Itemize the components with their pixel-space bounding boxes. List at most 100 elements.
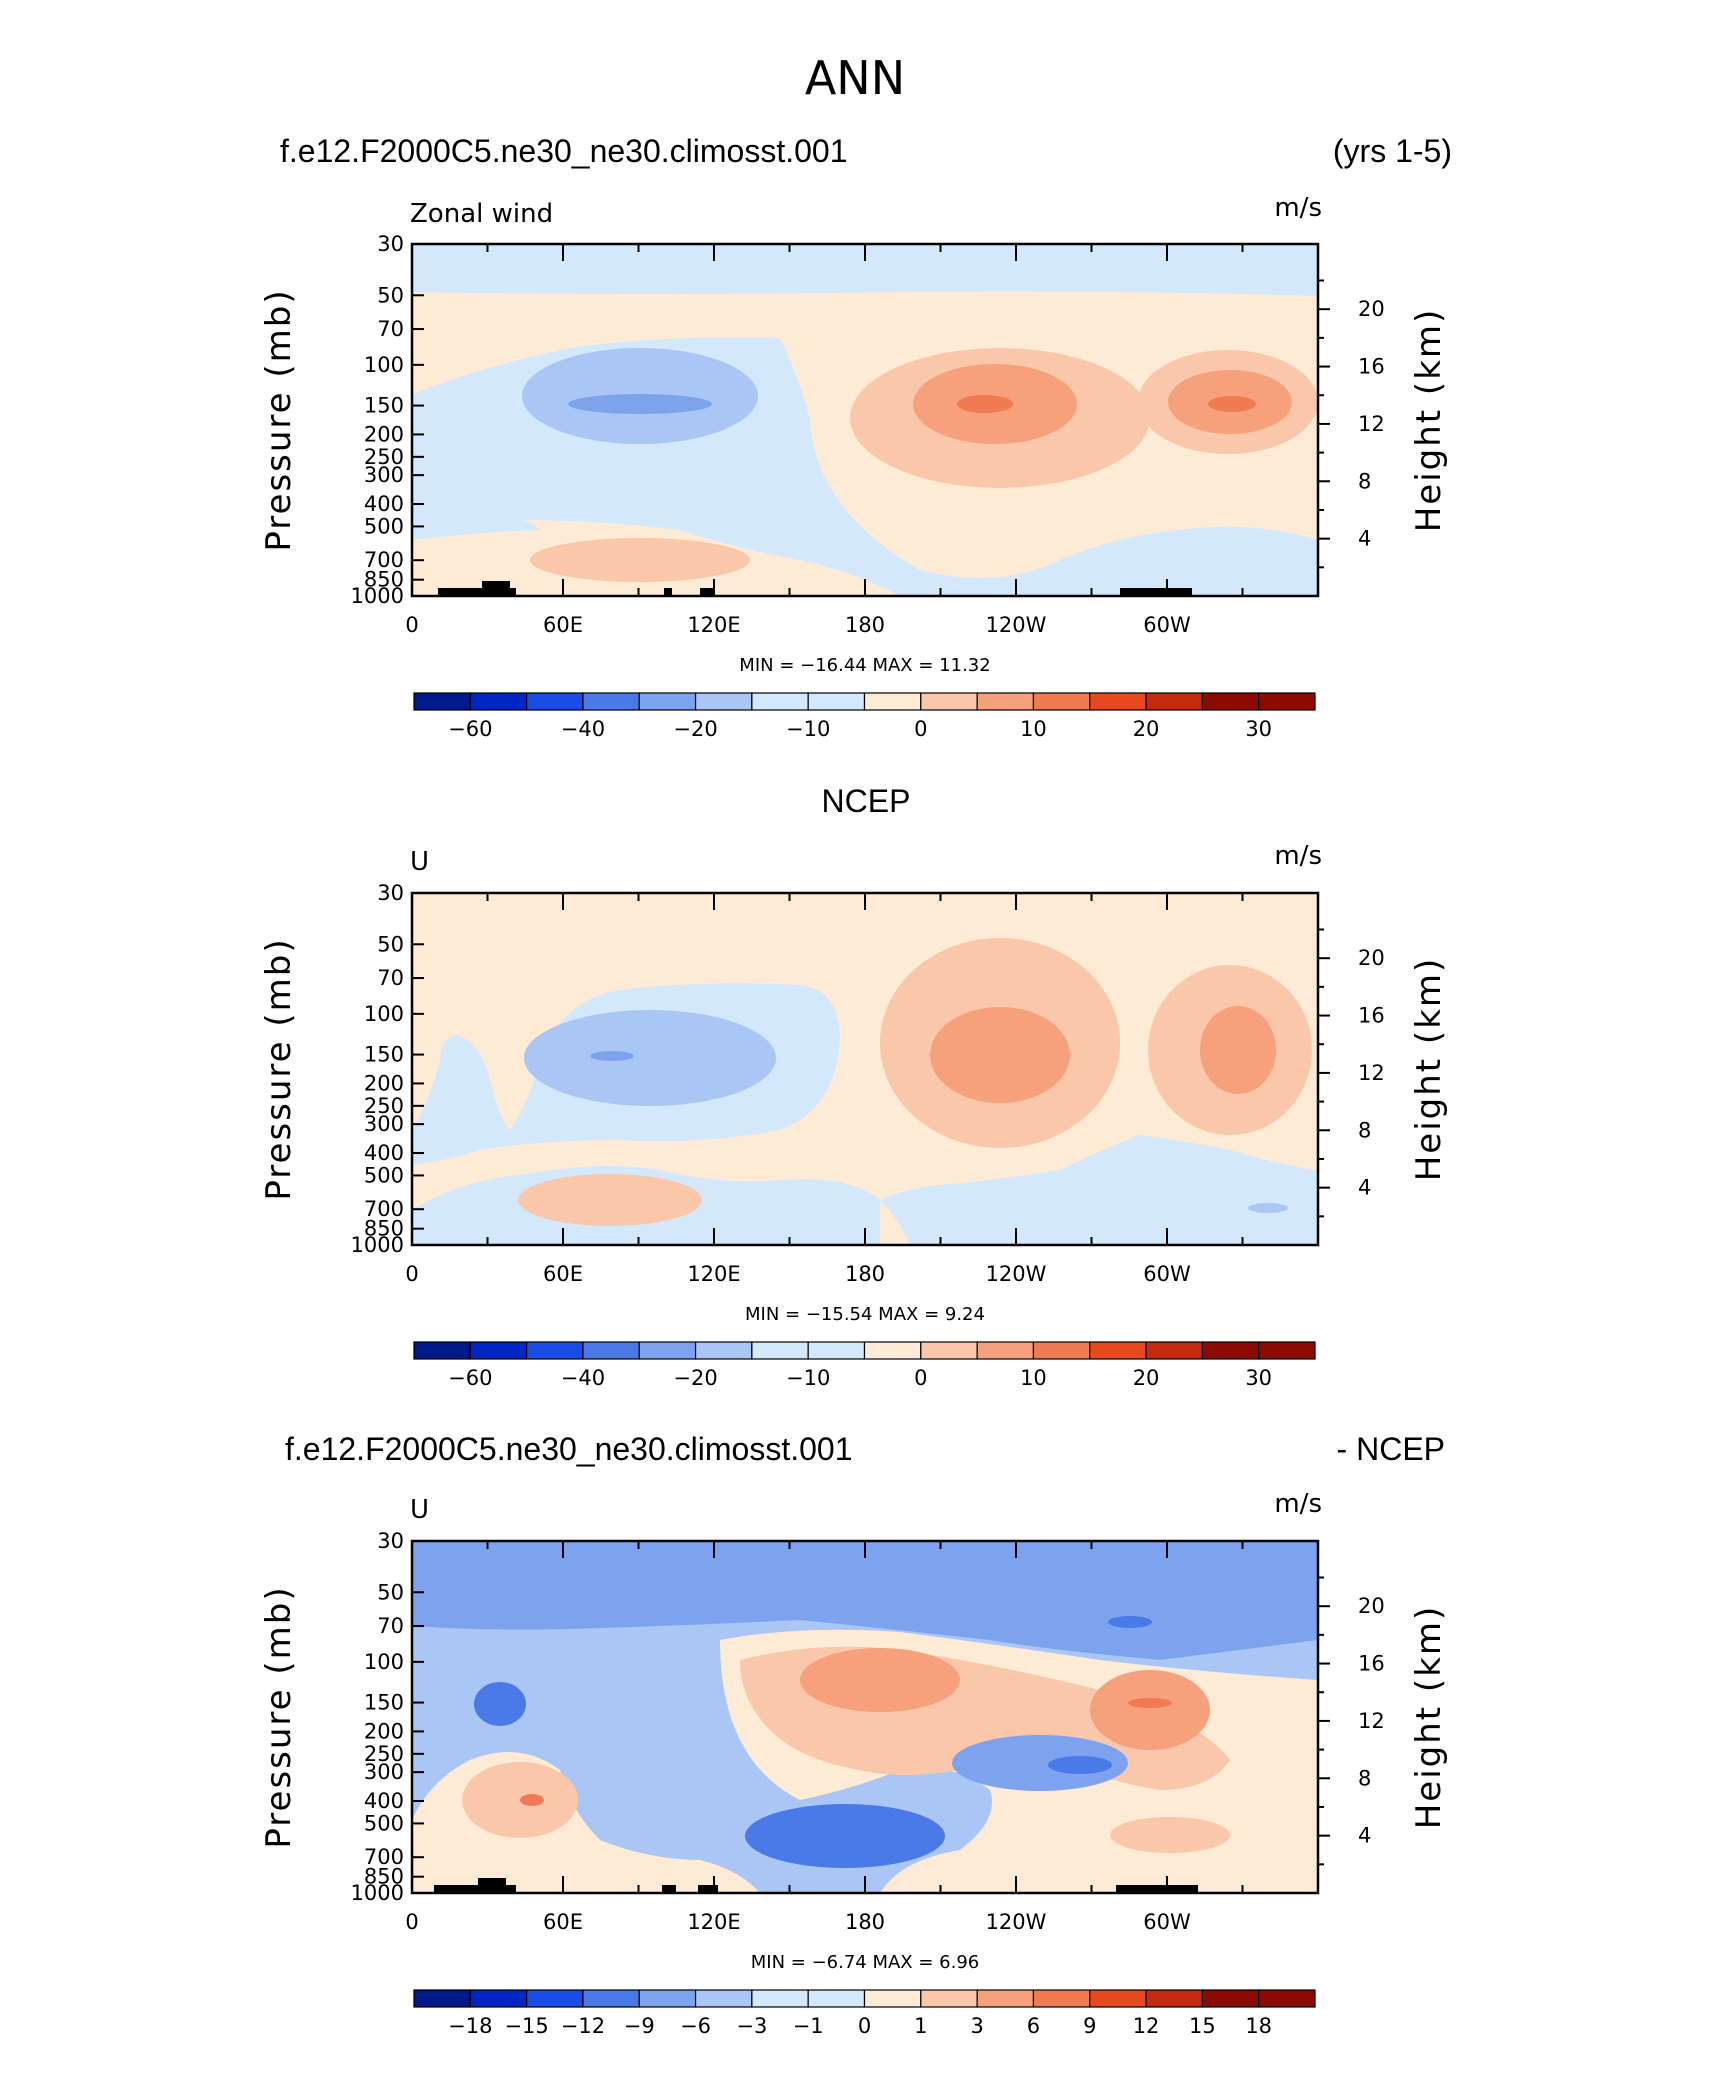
contour-red-5-lowlevel [518, 1174, 702, 1226]
colorbar-label: −20 [673, 717, 717, 741]
y-tick-label: 850 [364, 568, 404, 592]
y2-tick-label: 8 [1358, 1766, 1371, 1790]
colorbar: −18 −15 −12 −9 −6 −3 −1 0 1 3 6 9 12 15 18 [413, 1989, 1316, 2038]
y2-tick-label: 12 [1358, 1061, 1385, 1085]
panel-right-title: (yrs 1-5) [1333, 133, 1452, 169]
colorbar-swatch [976, 1989, 1035, 2008]
y-tick-label: 30 [377, 232, 404, 256]
land-maritime-1 [664, 588, 672, 596]
y-axis-label: Pressure (mb) [259, 937, 299, 1200]
panel-center-title: NCEP [822, 783, 911, 819]
y-tick-label: 30 [377, 881, 404, 905]
panel-ncep: NCEP U m/s 0 60E 120E 180 120W 60W30507010015… [259, 783, 1449, 1390]
colorbar-label: 30 [1245, 717, 1272, 741]
y2-tick-label: 4 [1358, 1176, 1371, 1200]
colorbar-swatch [638, 692, 697, 711]
colorbar-swatch [920, 1989, 978, 2008]
colorbar: −60 −40 −20 −10 0 10 20 30 [413, 1341, 1316, 1390]
min-max-label: MIN = −15.54 MAX = 9.24 [745, 1304, 985, 1325]
y-axis-label: Pressure (mb) [259, 1585, 299, 1848]
colorbar-label: −1 [793, 2014, 824, 2038]
colorbar-swatch [807, 1341, 866, 1360]
colorbar-swatch [413, 692, 471, 711]
colorbar-label: −15 [504, 2014, 548, 2038]
panel-left-title: f.e12.F2000C5.ne30_ne30.climosst.001 [285, 1431, 853, 1467]
y-tick-label: 400 [364, 492, 404, 516]
colorbar-swatch [1089, 1341, 1147, 1360]
panel-left-title: f.e12.F2000C5.ne30_ne30.climosst.001 [280, 133, 848, 169]
y2-tick-label: 16 [1358, 1004, 1385, 1028]
colorbar-label: 0 [914, 1366, 927, 1390]
colorbar-swatch [920, 1341, 978, 1360]
x-tick-label: 60W [1143, 1910, 1191, 1934]
colorbar-swatch [1201, 692, 1260, 711]
contour-stratosphere-blue-6 [412, 1541, 1318, 1660]
colorbar-label: −10 [786, 1366, 830, 1390]
contour-stratosphere-easterly [412, 244, 1318, 296]
y-tick-label: 500 [364, 1811, 404, 1835]
colorbar-label: 15 [1189, 2014, 1216, 2038]
y-tick-label: 250 [364, 1742, 404, 1766]
y-tick-label: 700 [364, 1197, 404, 1221]
y-tick-label: 30 [377, 1529, 404, 1553]
y-tick-label: 200 [364, 422, 404, 446]
colorbar-label: −60 [448, 1366, 492, 1390]
y2-tick-label: 4 [1358, 1824, 1371, 1848]
colorbar-swatch [1032, 1341, 1091, 1360]
colorbar-swatch [694, 1341, 753, 1360]
colorbar-swatch [751, 692, 809, 711]
y2-tick-label: 8 [1358, 469, 1371, 493]
y-tick-label: 70 [377, 317, 404, 341]
x-tick-label: 120E [687, 1262, 740, 1286]
colorbar-swatch [694, 1989, 753, 2008]
x-tick-label: 120W [986, 1262, 1047, 1286]
colorbar-swatch [469, 1341, 528, 1360]
x-tick-label: 180 [845, 1910, 885, 1934]
y-tick-label: 700 [364, 1845, 404, 1869]
colorbar-swatch [1145, 692, 1203, 711]
colorbar-label: −3 [736, 2014, 767, 2038]
colorbar-swatch [863, 692, 922, 711]
panel-model: f.e12.F2000C5.ne30_ne30.climosst.001 (yr… [259, 133, 1452, 741]
colorbar-swatch [1258, 1989, 1316, 2008]
colorbar-swatch [1145, 1341, 1203, 1360]
y-tick-label: 50 [377, 1580, 404, 1604]
y2-axis-label: Height (km) [1409, 308, 1449, 533]
panel-diff: f.e12.F2000C5.ne30_ne30.climosst.001 - N… [259, 1431, 1449, 2038]
y-tick-label: 850 [364, 1865, 404, 1889]
x-tick-label: 60W [1143, 1262, 1191, 1286]
y-tick-label: 500 [364, 1163, 404, 1187]
y2-tick-label: 16 [1358, 1652, 1385, 1676]
x-tick-label: 0 [405, 1262, 418, 1286]
contour-small-blue-low [1248, 1203, 1288, 1213]
colorbar-label: −18 [448, 2014, 492, 2038]
colorbar-label: 18 [1245, 2014, 1272, 2038]
colorbar-swatch [469, 692, 528, 711]
variable-label: U [410, 1495, 429, 1525]
y-axis-label: Pressure (mb) [259, 288, 299, 551]
colorbar-swatch [1032, 1989, 1091, 2008]
x-tick-label: 180 [845, 613, 885, 637]
x-tick-label: 120W [986, 1910, 1047, 1934]
land-tibet [478, 1878, 506, 1893]
y2-tick-label: 20 [1358, 1594, 1385, 1618]
colorbar-label: −12 [561, 2014, 605, 2038]
y2-tick-label: 20 [1358, 297, 1385, 321]
contour-red-15-dateline [957, 395, 1013, 413]
y2-tick-label: 12 [1358, 1709, 1385, 1733]
colorbar-swatch [1089, 1989, 1147, 2008]
colorbar-label: 30 [1245, 1366, 1272, 1390]
units-label: m/s [1274, 841, 1322, 871]
x-tick-label: 60E [543, 1910, 583, 1934]
colorbar-swatch [976, 1341, 1035, 1360]
contour-red-10-atlantic [1200, 1006, 1276, 1094]
contour-field [412, 893, 1318, 1245]
y2-tick-label: 12 [1358, 412, 1385, 436]
y-tick-label: 300 [364, 1112, 404, 1136]
colorbar-swatch [638, 1341, 697, 1360]
contour-blue-central-9 [952, 1735, 1128, 1791]
